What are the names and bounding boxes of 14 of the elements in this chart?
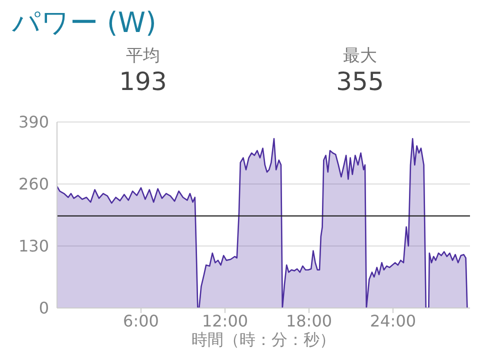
text: 355 — [335, 67, 385, 96]
x-axis-title: 時間（時：分：秒） — [190, 330, 336, 351]
text: 193 — [118, 67, 168, 96]
x-tick-label: 18:00 — [286, 311, 332, 330]
y-tick-label: 0 — [38, 298, 49, 318]
x-tick-label: 12:00 — [202, 311, 248, 330]
chart-title: パワー (W) — [12, 5, 156, 41]
x-tick-label: 24:00 — [370, 311, 416, 330]
text: 平均 — [125, 45, 161, 67]
y-tick-label: 130 — [18, 236, 49, 256]
x-tick-label: 6:00 — [123, 311, 159, 330]
y-tick-label: 390 — [18, 112, 49, 132]
text: 最大 — [342, 45, 378, 67]
y-tick-label: 260 — [18, 174, 49, 194]
